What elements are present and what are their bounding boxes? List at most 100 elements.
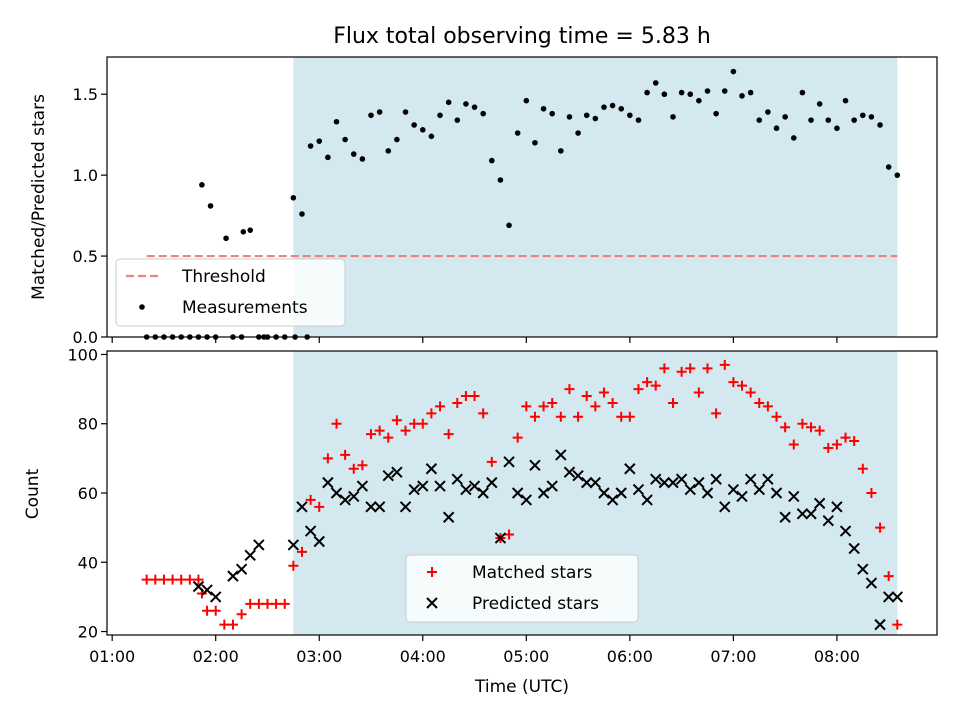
matched-star-marker: [452, 397, 463, 408]
matched-star-marker: [685, 363, 696, 374]
measurement-point: [394, 136, 400, 143]
matched-star-marker: [202, 605, 213, 616]
matched-star-marker: [581, 391, 592, 402]
predicted-star-marker: [322, 476, 334, 489]
predicted-star-marker: [227, 570, 239, 582]
measurement-point: [816, 101, 823, 107]
predicted-star-marker: [581, 476, 593, 489]
measurement-point: [799, 89, 806, 96]
predicted-star-marker: [399, 501, 412, 513]
measurement-point: [199, 182, 205, 188]
predicted-star-marker: [874, 618, 886, 631]
predicted-star-marker: [529, 459, 541, 472]
measurement-point: [696, 97, 702, 104]
predicted-star-marker: [779, 511, 791, 523]
measurement-point: [385, 148, 392, 154]
measurement-point: [782, 114, 788, 120]
measurement-point: [730, 68, 737, 75]
predicted-star-marker: [244, 549, 256, 562]
measurement-point: [808, 117, 814, 123]
predicted-star-marker: [339, 494, 351, 506]
predicted-star-marker: [235, 563, 248, 575]
measurement-point: [471, 104, 478, 110]
matched-star-marker: [598, 387, 609, 398]
predicted-star-marker: [477, 487, 489, 499]
x-tick-label: 03:00: [296, 647, 342, 666]
matched-star-marker: [616, 411, 627, 422]
measurement-point: [575, 130, 581, 136]
legend-label: Measurements: [182, 298, 308, 318]
measurement-point: [652, 80, 659, 86]
matched-star-marker: [305, 494, 316, 505]
predicted-star-marker: [460, 483, 472, 496]
matched-star-marker: [849, 436, 860, 447]
legend-swatch: [426, 597, 438, 609]
predicted-star-marker: [330, 487, 343, 499]
measurement-point: [411, 122, 417, 128]
legend-swatch: [139, 304, 145, 310]
predicted-star-marker: [736, 490, 748, 503]
measurement-point: [635, 117, 642, 123]
predicted-star-marker: [503, 456, 515, 468]
matched-star-marker: [762, 401, 773, 412]
legend-box: [405, 554, 639, 623]
legend-box: [115, 258, 346, 327]
matched-star-marker: [357, 460, 368, 471]
x-tick-label: 07:00: [710, 647, 756, 666]
measurement-point: [240, 228, 247, 235]
measurement-point: [687, 91, 694, 98]
predicted-star-marker: [555, 449, 567, 461]
measurement-point: [223, 235, 229, 242]
predicted-star-marker: [253, 539, 265, 551]
measurement-point: [342, 136, 348, 143]
matched-star-marker: [512, 432, 523, 443]
measurement-point: [756, 117, 763, 123]
measurement-point: [773, 125, 780, 132]
matched-star-marker: [564, 384, 575, 395]
measurement-point: [316, 138, 323, 144]
matched-star-marker: [340, 449, 351, 460]
measurement-point: [333, 118, 340, 125]
measurement-point: [454, 117, 461, 123]
matched-star-marker: [866, 488, 877, 498]
matched-star-marker: [728, 377, 739, 388]
measurement-point: [376, 109, 383, 115]
y-tick-label: 20: [78, 623, 98, 642]
matched-star-marker: [806, 422, 817, 433]
matched-star-marker: [193, 574, 204, 585]
matched-star-marker: [296, 546, 307, 557]
matched-star-marker: [417, 418, 428, 429]
matched-star-marker: [331, 418, 342, 429]
predicted-star-marker: [356, 480, 369, 492]
measurement-point: [299, 211, 305, 217]
y-tick-label: 1.5: [73, 85, 98, 104]
predicted-star-marker: [451, 473, 463, 485]
predicted-star-marker: [546, 480, 558, 492]
y-tick-label: 100: [67, 345, 98, 364]
measurement-point: [523, 97, 530, 104]
predicted-star-marker: [572, 469, 584, 482]
ratio-legend: Threshold Measurements: [115, 258, 346, 327]
matched-star-marker: [875, 522, 886, 533]
measurement-point: [445, 99, 452, 106]
matched-star-marker: [693, 387, 704, 398]
matched-star-marker: [547, 397, 558, 408]
count-legend: Matched stars Predicted stars: [405, 554, 639, 623]
predicted-star-marker: [598, 487, 610, 499]
matched-star-marker: [892, 619, 903, 630]
matched-star-marker: [737, 380, 748, 391]
matched-star-marker: [219, 619, 230, 630]
matched-star-marker: [831, 439, 842, 450]
predicted-star-marker: [210, 591, 222, 603]
measurement-point: [368, 112, 374, 119]
measurement-point: [207, 203, 214, 209]
predicted-star-marker: [615, 487, 627, 499]
measurement-point: [489, 157, 495, 164]
measurement-point: [618, 105, 625, 112]
predicted-star-marker: [348, 490, 360, 503]
predicted-star-marker: [434, 480, 446, 492]
legend-label: Matched stars: [472, 563, 592, 583]
matched-star-marker: [538, 401, 549, 412]
measurement-point: [583, 112, 590, 119]
